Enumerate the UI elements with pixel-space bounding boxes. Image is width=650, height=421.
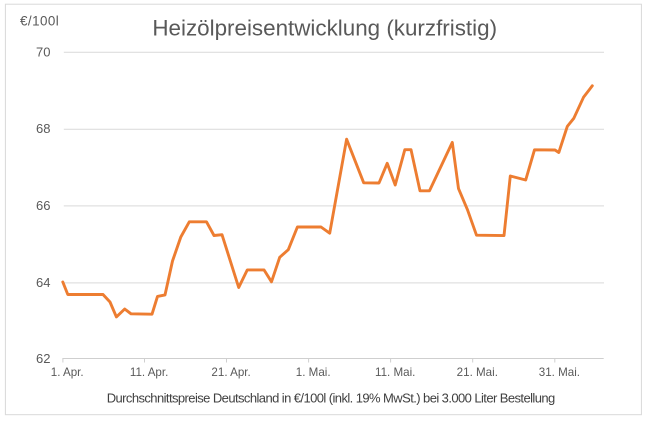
svg-text:21. Apr.: 21. Apr. [211, 366, 250, 379]
svg-text:1. Mai.: 1. Mai. [296, 366, 331, 379]
svg-text:66: 66 [36, 198, 50, 213]
svg-text:21. Mai.: 21. Mai. [457, 366, 498, 379]
svg-text:11. Mai.: 11. Mai. [375, 366, 415, 379]
svg-text:11. Apr.: 11. Apr. [130, 366, 168, 379]
svg-text:Durchschnittspreise Deutschlan: Durchschnittspreise Deutschland in €/100… [107, 391, 555, 406]
svg-text:62: 62 [36, 351, 50, 366]
svg-text:68: 68 [36, 121, 50, 136]
svg-text:31. Mai.: 31. Mai. [539, 366, 580, 379]
svg-text:1. Apr.: 1. Apr. [51, 366, 84, 379]
svg-text:Heizölpreisentwicklung (kurzfr: Heizölpreisentwicklung (kurzfristig) [152, 15, 497, 40]
svg-text:64: 64 [36, 275, 50, 290]
svg-text:€/100l: €/100l [20, 14, 59, 29]
svg-text:70: 70 [36, 44, 50, 59]
